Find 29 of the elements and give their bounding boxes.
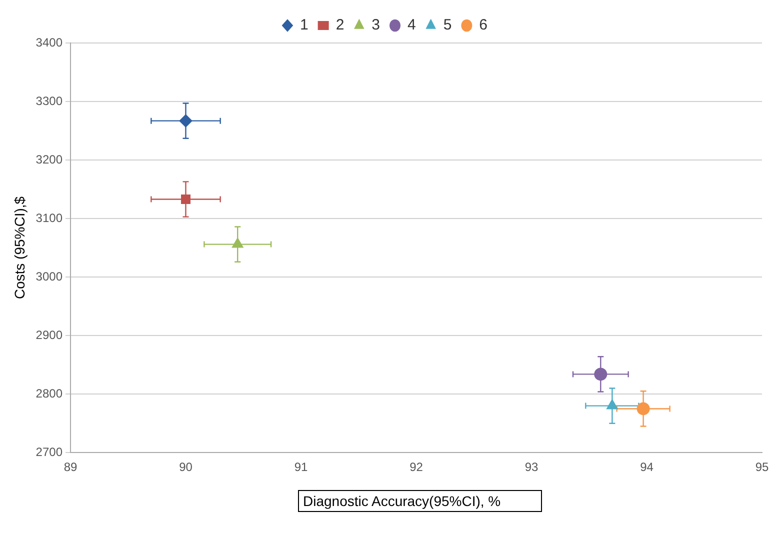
x-tick-label: 94 (640, 460, 654, 474)
y-tick-label: 3200 (36, 152, 63, 166)
x-tick-label: 95 (755, 460, 769, 474)
point (232, 238, 244, 248)
y-axis-title: Costs (95%CI),$ (11, 196, 28, 300)
point (594, 368, 608, 381)
y-tick-label: 2900 (36, 328, 63, 342)
legend-label: 6 (479, 16, 488, 34)
legend-label: 5 (443, 16, 452, 34)
y-tick-label: 3000 (36, 269, 63, 284)
y-tick-label: 2800 (36, 386, 63, 400)
legend-label: 3 (372, 16, 380, 34)
x-tick-label: 93 (524, 460, 538, 474)
x-axis-title: Diagnostic Accuracy(95%CI), % (298, 490, 542, 512)
y-tick-label: 2700 (36, 444, 63, 459)
legend-label: 1 (300, 16, 308, 34)
legend-label: 2 (336, 16, 344, 34)
x-tick-label: 91 (294, 460, 308, 474)
x-tick-label: 90 (179, 460, 193, 474)
x-tick-label: 92 (410, 460, 424, 474)
point (179, 114, 192, 128)
legend-label: 4 (408, 16, 416, 34)
y-tick-label: 3300 (36, 94, 63, 108)
point (636, 402, 650, 416)
y-tick-label: 3400 (36, 35, 63, 50)
point (181, 194, 190, 204)
x-tick-label: 89 (64, 460, 78, 474)
y-tick-label: 3100 (36, 210, 63, 225)
point (606, 399, 618, 410)
